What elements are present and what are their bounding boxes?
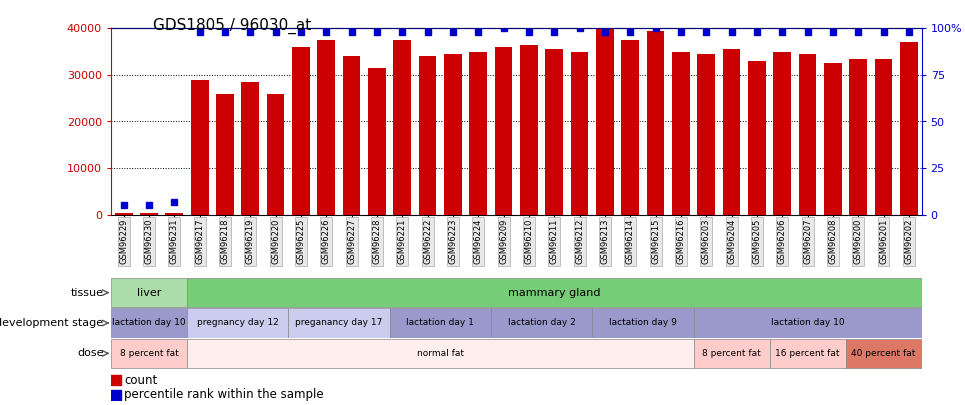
Bar xyxy=(845,339,922,368)
Bar xyxy=(289,309,390,338)
Text: lactation day 1: lactation day 1 xyxy=(406,318,474,328)
Bar xyxy=(748,61,766,215)
Bar xyxy=(593,309,694,338)
Bar xyxy=(111,390,121,399)
Bar xyxy=(140,213,158,215)
Bar xyxy=(694,339,769,368)
Bar xyxy=(874,59,893,215)
Bar xyxy=(343,56,361,215)
Bar xyxy=(520,45,538,215)
Text: lactation day 9: lactation day 9 xyxy=(609,318,676,328)
Bar xyxy=(187,339,694,368)
Text: development stage: development stage xyxy=(0,318,103,328)
Text: dose: dose xyxy=(77,348,103,358)
Text: normal fat: normal fat xyxy=(417,349,464,358)
Bar xyxy=(419,56,436,215)
Bar xyxy=(694,309,922,338)
Text: pregnancy day 12: pregnancy day 12 xyxy=(197,318,279,328)
Text: liver: liver xyxy=(137,288,161,298)
Bar xyxy=(469,51,487,215)
Bar xyxy=(115,213,132,215)
Bar xyxy=(165,213,183,215)
Bar xyxy=(672,51,690,215)
Text: 8 percent fat: 8 percent fat xyxy=(703,349,761,358)
Bar xyxy=(698,54,715,215)
Bar xyxy=(723,49,740,215)
Text: lactation day 10: lactation day 10 xyxy=(771,318,844,328)
Bar xyxy=(241,82,260,215)
Bar xyxy=(317,40,335,215)
Bar xyxy=(799,54,816,215)
Bar xyxy=(368,68,386,215)
Bar xyxy=(191,79,208,215)
Bar xyxy=(773,51,791,215)
Bar xyxy=(292,47,310,215)
Text: tissue: tissue xyxy=(70,288,103,298)
Bar xyxy=(570,51,589,215)
Text: lactation day 10: lactation day 10 xyxy=(112,318,186,328)
Bar xyxy=(390,309,491,338)
Bar xyxy=(111,278,187,307)
Bar xyxy=(187,309,289,338)
Bar xyxy=(491,309,593,338)
Bar xyxy=(824,63,841,215)
Text: percentile rank within the sample: percentile rank within the sample xyxy=(124,388,324,401)
Bar xyxy=(111,309,187,338)
Bar xyxy=(647,31,665,215)
Text: GDS1805 / 96030_at: GDS1805 / 96030_at xyxy=(153,18,312,34)
Text: mammary gland: mammary gland xyxy=(508,288,600,298)
Bar xyxy=(900,43,918,215)
Bar xyxy=(394,40,411,215)
Text: lactation day 2: lactation day 2 xyxy=(508,318,575,328)
Bar xyxy=(849,59,868,215)
Bar xyxy=(621,40,639,215)
Bar xyxy=(596,28,614,215)
Bar xyxy=(770,339,845,368)
Text: 16 percent fat: 16 percent fat xyxy=(775,349,840,358)
Bar xyxy=(444,54,462,215)
Bar xyxy=(495,47,512,215)
Text: 40 percent fat: 40 percent fat xyxy=(851,349,916,358)
Bar xyxy=(111,339,187,368)
Text: preganancy day 17: preganancy day 17 xyxy=(295,318,383,328)
Bar xyxy=(216,94,234,215)
Bar xyxy=(545,49,564,215)
Bar xyxy=(266,94,285,215)
Bar xyxy=(111,375,121,386)
Text: 8 percent fat: 8 percent fat xyxy=(120,349,179,358)
Text: count: count xyxy=(124,374,157,387)
